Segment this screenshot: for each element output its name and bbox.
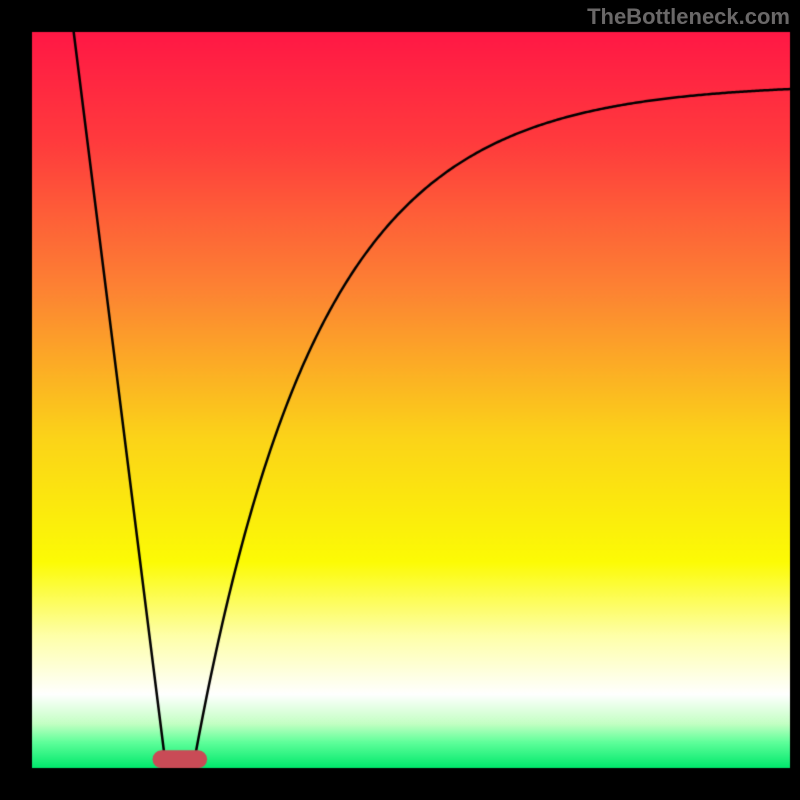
bottleneck-chart-canvas	[0, 0, 800, 800]
bottleneck-chart-container: TheBottleneck.com	[0, 0, 800, 800]
